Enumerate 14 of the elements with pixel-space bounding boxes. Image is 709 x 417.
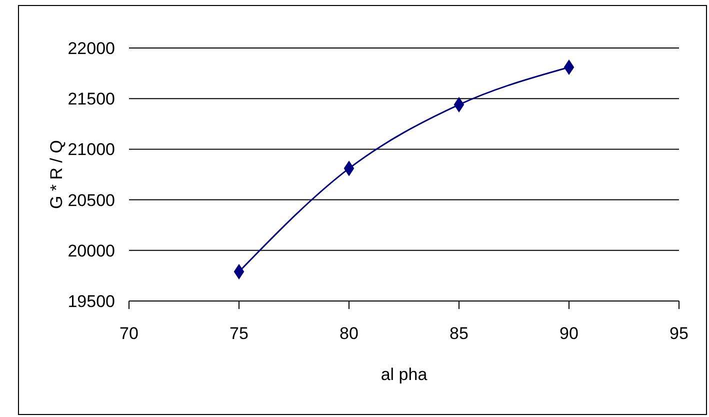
x-tick-label: 90 xyxy=(560,324,578,343)
y-axis-title: G * R / Q xyxy=(47,140,66,209)
x-tick-label: 85 xyxy=(450,324,468,343)
x-tick-label: 75 xyxy=(230,324,248,343)
y-tick-label: 21000 xyxy=(68,140,115,160)
x-tick-label: 70 xyxy=(120,324,138,343)
x-tick-label: 95 xyxy=(670,324,688,343)
y-tick-label: 19500 xyxy=(68,292,115,311)
y-tick-label: 21500 xyxy=(68,90,115,109)
y-tick-label: 20500 xyxy=(68,190,115,210)
x-tick-label: 80 xyxy=(340,324,358,343)
y-tick-label: 22000 xyxy=(68,39,115,58)
y-tick-label: 20000 xyxy=(68,241,115,260)
x-axis-title: al pha xyxy=(380,365,428,384)
